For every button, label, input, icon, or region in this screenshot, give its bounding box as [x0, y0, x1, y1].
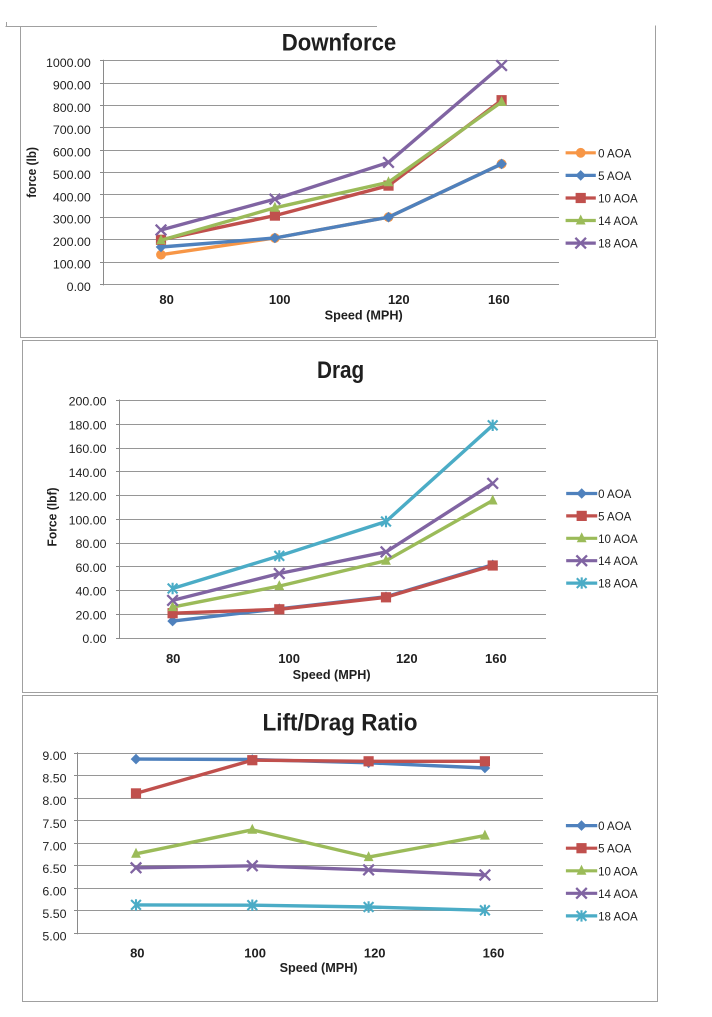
svg-text:Speed (MPH): Speed (MPH) — [325, 308, 403, 322]
svg-text:60.00: 60.00 — [75, 561, 106, 575]
svg-text:80: 80 — [159, 292, 173, 307]
svg-text:160: 160 — [483, 945, 505, 960]
svg-text:100: 100 — [278, 651, 300, 666]
svg-text:80: 80 — [166, 651, 180, 666]
svg-text:800.00: 800.00 — [53, 101, 91, 115]
svg-text:Downforce: Downforce — [282, 30, 397, 57]
svg-text:9.00: 9.00 — [42, 749, 66, 763]
svg-text:5 AOA: 5 AOA — [598, 511, 632, 523]
svg-text:160: 160 — [485, 651, 507, 666]
svg-text:force (lb): force (lb) — [25, 147, 39, 198]
svg-text:10 AOA: 10 AOA — [598, 866, 638, 878]
svg-text:20.00: 20.00 — [75, 609, 106, 623]
svg-text:200.00: 200.00 — [53, 235, 91, 249]
svg-text:18 AOA: 18 AOA — [598, 579, 638, 591]
svg-text:0 AOA: 0 AOA — [598, 148, 632, 160]
svg-text:5 AOA: 5 AOA — [598, 171, 632, 183]
svg-text:120.00: 120.00 — [69, 490, 107, 504]
svg-text:10 AOA: 10 AOA — [598, 534, 638, 546]
svg-text:0 AOA: 0 AOA — [598, 821, 632, 833]
svg-text:300.00: 300.00 — [53, 213, 91, 227]
svg-text:14 AOA: 14 AOA — [598, 889, 638, 901]
svg-text:80: 80 — [130, 945, 144, 960]
svg-text:18 AOA: 18 AOA — [598, 239, 638, 251]
svg-text:Drag: Drag — [317, 357, 364, 384]
svg-text:200.00: 200.00 — [69, 395, 107, 409]
svg-text:400.00: 400.00 — [53, 190, 91, 204]
svg-text:6.00: 6.00 — [42, 884, 66, 898]
svg-text:0.00: 0.00 — [67, 280, 91, 294]
svg-text:180.00: 180.00 — [69, 418, 107, 432]
svg-text:160: 160 — [488, 292, 510, 307]
svg-text:0.00: 0.00 — [82, 632, 106, 646]
svg-text:14 AOA: 14 AOA — [598, 216, 638, 228]
svg-text:Force (lbf): Force (lbf) — [46, 488, 60, 547]
svg-text:6.50: 6.50 — [42, 862, 66, 876]
svg-text:14 AOA: 14 AOA — [598, 556, 638, 568]
svg-text:600.00: 600.00 — [53, 146, 91, 160]
svg-text:120: 120 — [388, 292, 410, 307]
svg-text:18 AOA: 18 AOA — [598, 911, 638, 923]
svg-text:8.50: 8.50 — [42, 772, 66, 786]
svg-text:900.00: 900.00 — [53, 79, 91, 93]
svg-text:160.00: 160.00 — [69, 442, 107, 456]
svg-text:0 AOA: 0 AOA — [598, 489, 632, 501]
svg-text:700.00: 700.00 — [53, 123, 91, 137]
svg-text:1000.00: 1000.00 — [46, 56, 91, 70]
svg-text:100: 100 — [244, 945, 266, 960]
svg-text:Speed (MPH): Speed (MPH) — [293, 668, 371, 682]
svg-text:120: 120 — [396, 651, 418, 666]
svg-text:120: 120 — [364, 945, 386, 960]
svg-text:100: 100 — [269, 292, 291, 307]
svg-text:5.00: 5.00 — [42, 929, 66, 943]
svg-text:Lift/Drag Ratio: Lift/Drag Ratio — [263, 709, 418, 736]
svg-text:100.00: 100.00 — [69, 514, 107, 528]
svg-text:140.00: 140.00 — [69, 466, 107, 480]
svg-text:8.00: 8.00 — [42, 794, 66, 808]
svg-text:5 AOA: 5 AOA — [598, 844, 632, 856]
svg-text:500.00: 500.00 — [53, 168, 91, 182]
svg-text:7.00: 7.00 — [42, 839, 66, 853]
svg-text:7.50: 7.50 — [42, 817, 66, 831]
svg-text:100.00: 100.00 — [53, 257, 91, 271]
svg-text:Speed (MPH): Speed (MPH) — [280, 961, 358, 975]
svg-text:5.50: 5.50 — [42, 907, 66, 921]
svg-text:40.00: 40.00 — [75, 585, 106, 599]
svg-text:10 AOA: 10 AOA — [598, 194, 638, 206]
svg-text:80.00: 80.00 — [75, 537, 106, 551]
